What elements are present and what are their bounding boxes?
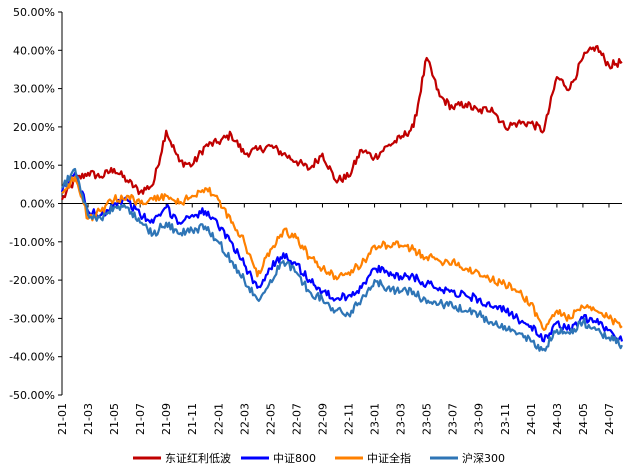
y-tick-label: -30.00%: [9, 312, 55, 325]
x-tick-label: 22-03: [238, 403, 251, 435]
y-tick-label: 30.00%: [13, 83, 55, 96]
x-tick-label: 21-09: [160, 403, 173, 435]
x-tick-label: 23-11: [499, 403, 512, 435]
x-tick-label: 24-01: [525, 403, 538, 435]
x-tick-label: 24-03: [551, 403, 564, 435]
y-tick-label: -10.00%: [9, 236, 55, 249]
y-axis: 50.00% 40.00% 30.00% 20.00% 10.00% 0.00% -10.0…: [9, 6, 63, 402]
x-tick-label: 24-05: [577, 403, 590, 435]
series-line-2: [61, 175, 623, 331]
x-tick-label: 21-03: [82, 403, 95, 435]
y-tick-label: 20.00%: [13, 121, 55, 134]
y-tick-label: 0.00%: [20, 198, 55, 211]
y-tick-label: -20.00%: [9, 274, 55, 287]
x-tick-label: 21-01: [56, 403, 69, 435]
series-layer: [60, 45, 624, 352]
x-tick-label: 23-09: [473, 403, 486, 435]
y-tick-label: 50.00%: [13, 6, 55, 19]
x-tick-label: 21-07: [134, 403, 147, 435]
y-tick-label: -50.00%: [9, 389, 55, 402]
x-tick-label: 23-03: [395, 403, 408, 435]
y-tick-label: 40.00%: [13, 44, 55, 57]
x-tick-label: 22-09: [316, 403, 329, 435]
x-tick-label: 22-01: [212, 403, 225, 435]
x-tick-label: 22-05: [264, 403, 277, 435]
legend-label: 中证全指: [367, 451, 411, 465]
legend-label: 中证800: [273, 452, 316, 465]
legend-label: 沪深300: [462, 451, 505, 465]
legend: 东证红利低波 中证800 中证全指 沪深300: [133, 451, 505, 465]
y-tick-label: 10.00%: [13, 159, 55, 172]
series-line-1: [60, 171, 624, 343]
series-line-3: [61, 167, 623, 352]
series-line-0: [60, 45, 623, 201]
x-tick-label: 24-07: [603, 403, 616, 435]
x-tick-label: 21-05: [108, 403, 121, 435]
x-tick-label: 23-01: [369, 403, 382, 435]
x-tick-label: 23-05: [421, 403, 434, 435]
x-axis: 21-01 21-03 21-05 21-07 21-09 21-11 22-01 22-03…: [56, 203, 622, 435]
x-tick-label: 22-11: [343, 403, 356, 435]
legend-label: 东证红利低波: [165, 452, 231, 465]
x-tick-label: 22-07: [290, 403, 303, 435]
x-tick-label: 23-07: [447, 403, 460, 435]
y-tick-label: -40.00%: [9, 351, 55, 364]
x-tick-label: 21-11: [186, 403, 199, 435]
